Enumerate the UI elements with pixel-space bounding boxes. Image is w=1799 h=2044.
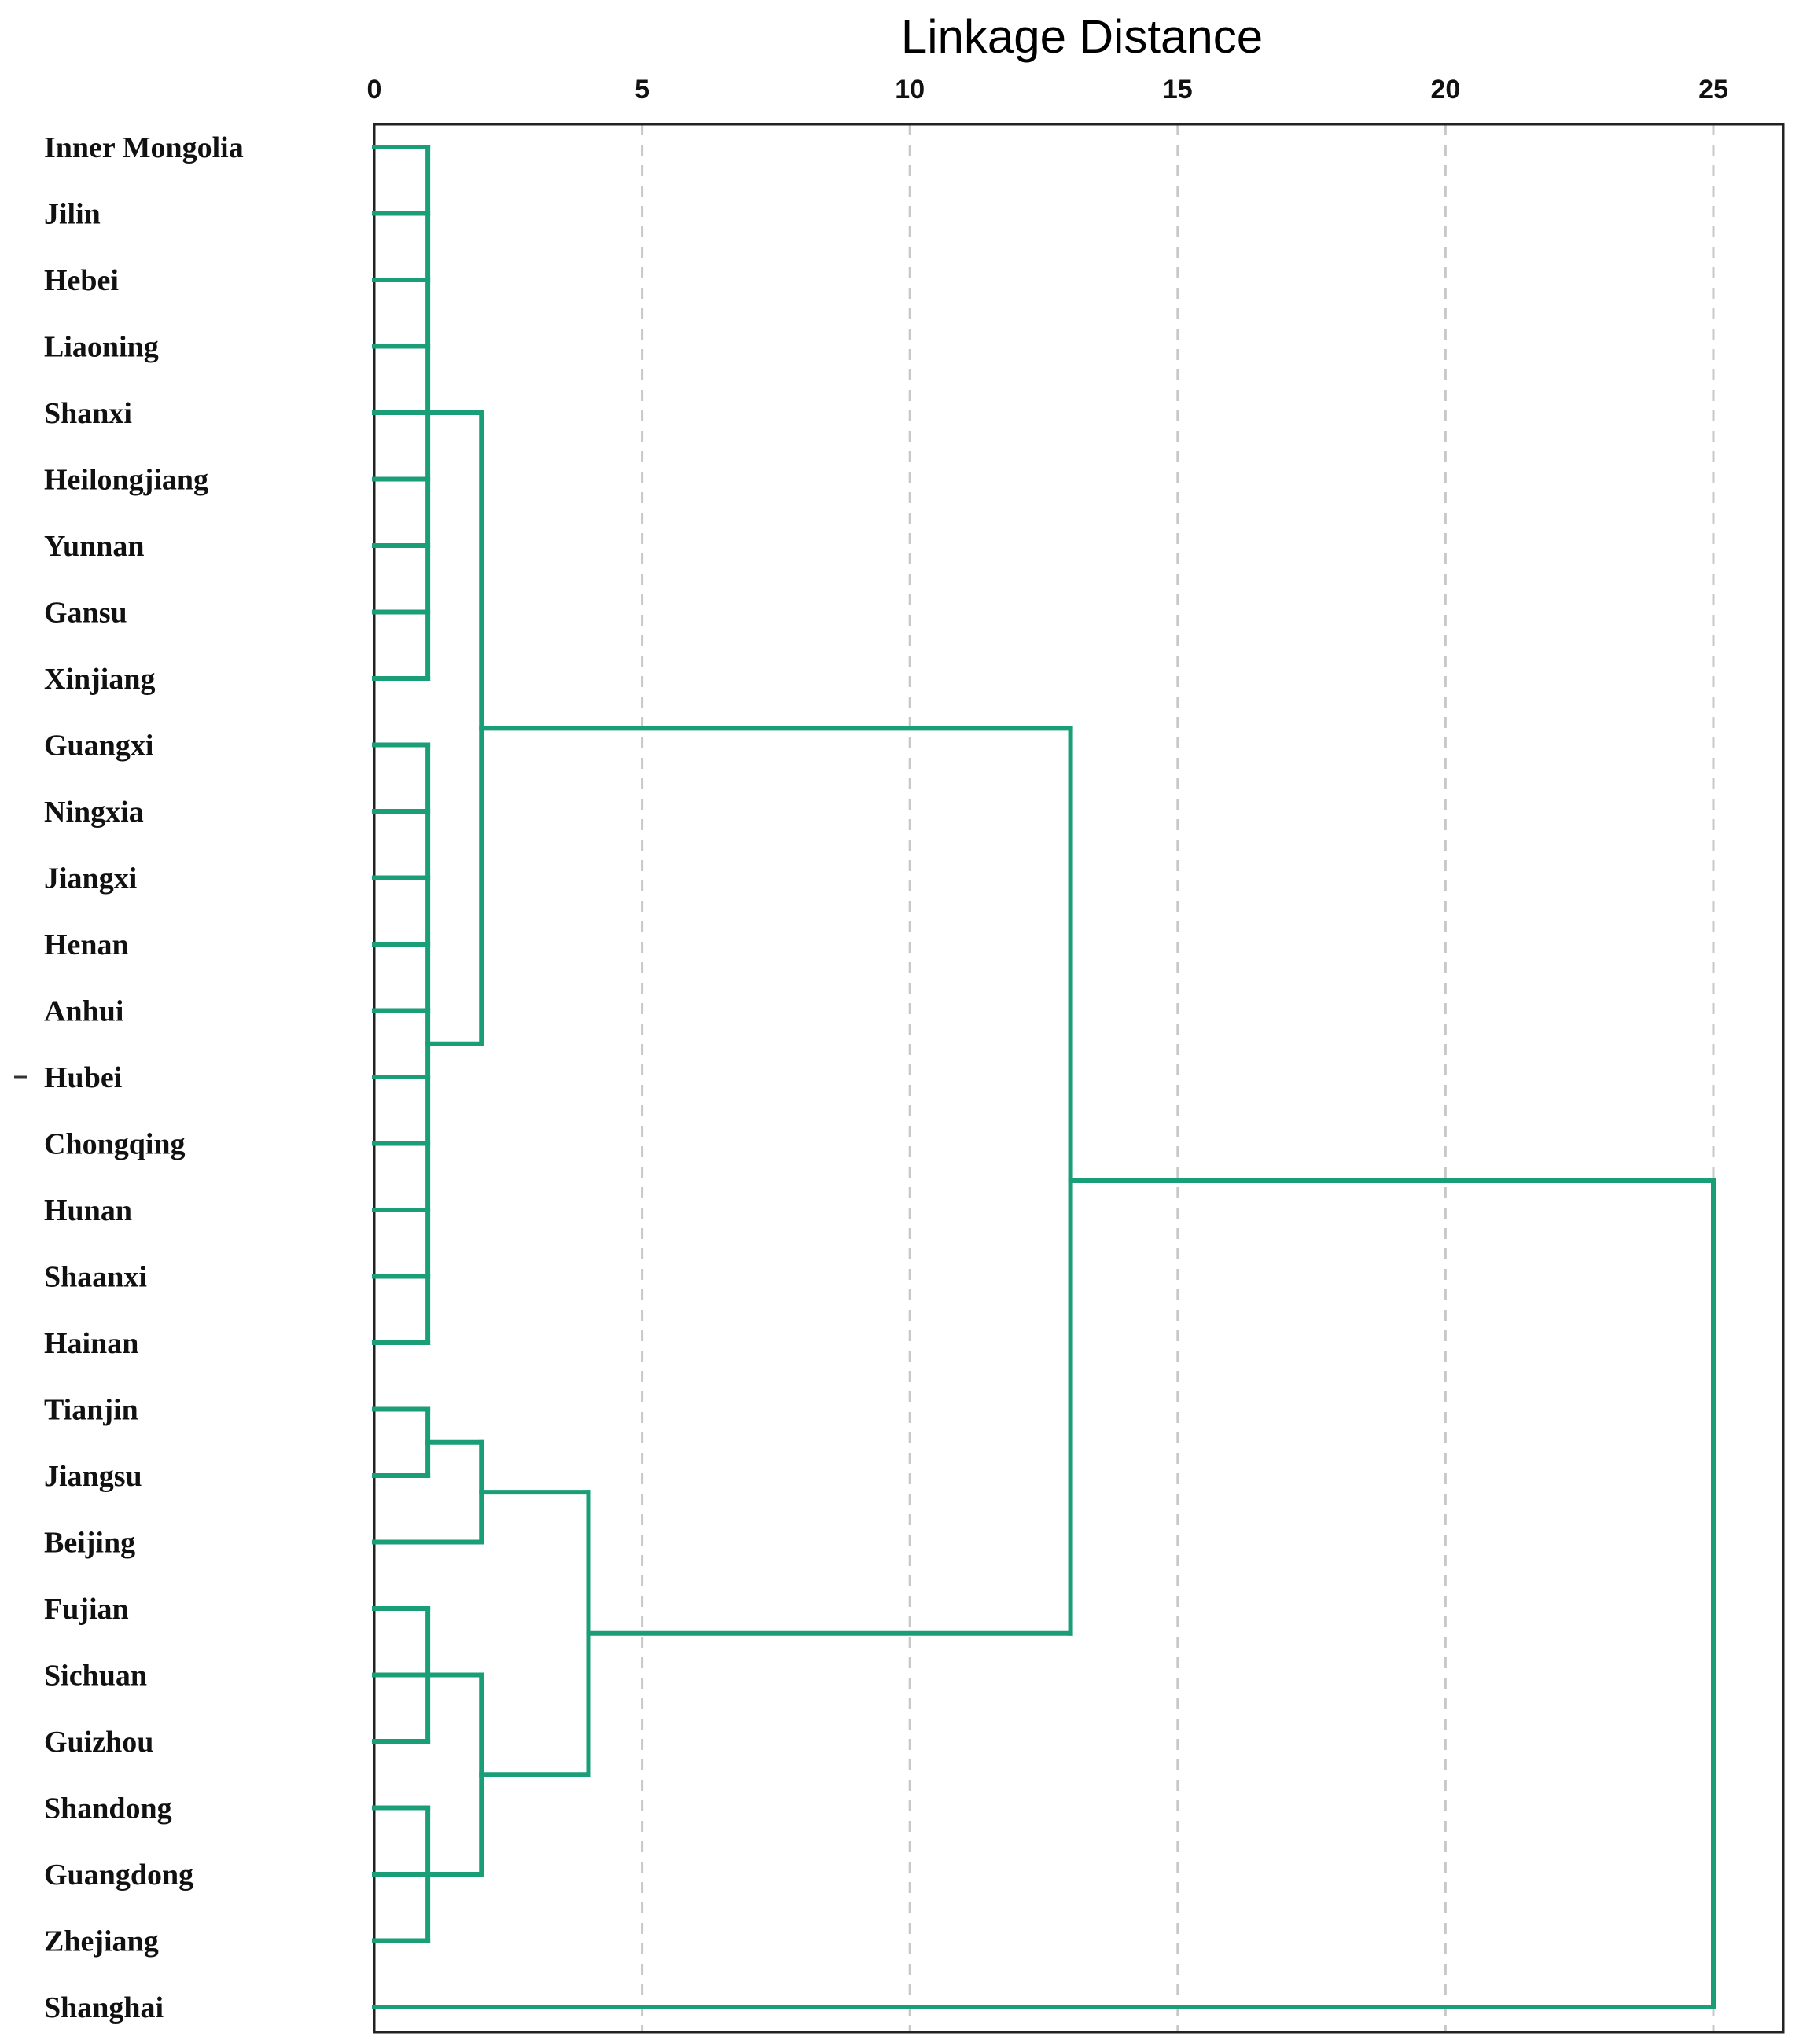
leaf-label-yunnan: Yunnan bbox=[44, 530, 145, 563]
leaf-label-shanghai: Shanghai bbox=[44, 1991, 164, 2024]
leaf-label-shaanxi: Shaanxi bbox=[44, 1261, 147, 1294]
leaf-label-sichuan: Sichuan bbox=[44, 1660, 147, 1693]
leaf-label-shandong: Shandong bbox=[44, 1792, 172, 1825]
plot-frame bbox=[373, 123, 1785, 2034]
x-tick-label-0: 0 bbox=[367, 75, 382, 105]
leaf-label-beijing: Beijing bbox=[44, 1527, 135, 1560]
leaf-label-hunan: Hunan bbox=[44, 1194, 132, 1227]
leaf-label-guangxi: Guangxi bbox=[44, 730, 153, 763]
leaf-label-jiangsu: Jiangsu bbox=[44, 1460, 142, 1493]
leaf-label-fujian: Fujian bbox=[44, 1593, 129, 1626]
leaf-label-jilin: Jilin bbox=[44, 198, 101, 231]
x-tick-label-20: 20 bbox=[1430, 75, 1460, 105]
x-tick-label-10: 10 bbox=[895, 75, 925, 105]
x-axis-title: Linkage Distance bbox=[900, 10, 1264, 63]
leaf-label-hubei: Hubei bbox=[44, 1061, 122, 1094]
leaf-label-ningxia: Ningxia bbox=[44, 796, 144, 829]
leaf-label-liaoning: Liaoning bbox=[44, 331, 159, 364]
leaf-label-jiangxi: Jiangxi bbox=[44, 862, 137, 895]
leaf-label-henan: Henan bbox=[44, 928, 129, 961]
x-tick-label-5: 5 bbox=[635, 75, 649, 105]
x-tick-label-25: 25 bbox=[1698, 75, 1728, 105]
x-tick-label-15: 15 bbox=[1163, 75, 1193, 105]
leaf-label-tianjin: Tianjin bbox=[44, 1394, 138, 1427]
leaf-label-gansu: Gansu bbox=[44, 597, 127, 630]
leaf-label-guizhou: Guizhou bbox=[44, 1726, 153, 1759]
leaf-label-guangdong: Guangdong bbox=[44, 1858, 193, 1891]
leaf-label-xinjiang: Xinjiang bbox=[44, 663, 155, 696]
leaf-label-anhui: Anhui bbox=[44, 995, 123, 1028]
leaf-label-shanxi: Shanxi bbox=[44, 397, 132, 430]
leaf-label-chongqing: Chongqing bbox=[44, 1128, 186, 1161]
leaf-label-hainan: Hainan bbox=[44, 1327, 138, 1360]
leaf-label-inner-mongolia: Inner Mongolia bbox=[44, 131, 244, 164]
leaf-label-heilongjiang: Heilongjiang bbox=[44, 464, 208, 497]
leaf-label-zhejiang: Zhejiang bbox=[44, 1925, 159, 1958]
leaf-label-hebei: Hebei bbox=[44, 264, 119, 297]
